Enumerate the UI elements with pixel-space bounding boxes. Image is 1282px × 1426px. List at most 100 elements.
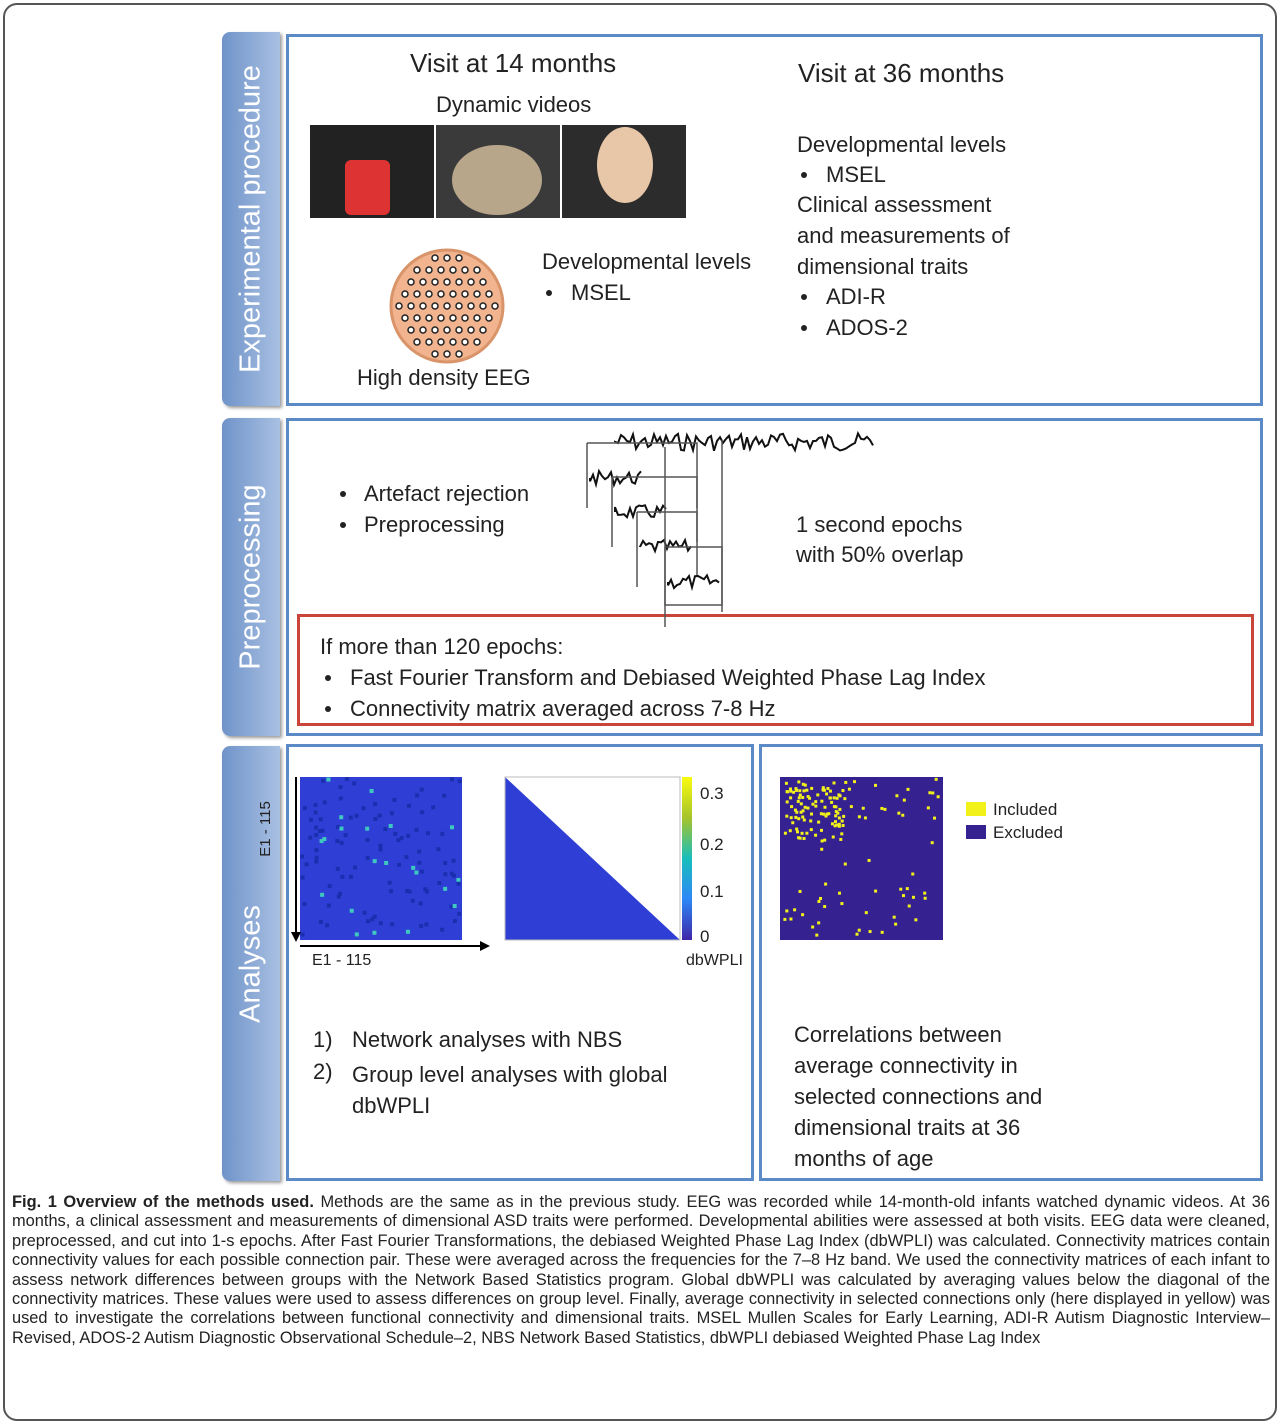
list-title: dimensional traits — [797, 254, 968, 280]
text-line: average connectivity in — [794, 1053, 1018, 1079]
matrix-cell — [850, 805, 853, 808]
matrix-cell — [792, 791, 795, 794]
bullet — [340, 522, 346, 528]
electrode — [432, 279, 438, 285]
matrix-cell — [420, 788, 424, 792]
electrode — [474, 315, 480, 321]
matrix-cell — [437, 881, 441, 885]
matrix-cell — [453, 904, 457, 908]
electrode — [450, 315, 456, 321]
electrode — [402, 315, 408, 321]
matrix-cell — [826, 813, 829, 816]
matrix-cell — [457, 912, 461, 916]
matrix-cell — [308, 836, 312, 840]
matrix-cell — [793, 908, 796, 911]
matrix-cell — [798, 796, 801, 799]
matrix-cell — [839, 794, 842, 797]
videos-label: Dynamic videos — [436, 92, 591, 118]
eeg-trace — [615, 505, 666, 517]
matrix-cell — [811, 803, 814, 806]
matrix-cell — [319, 920, 323, 924]
face — [597, 127, 653, 203]
matrix-cell — [321, 779, 325, 783]
matrix-cell — [832, 835, 835, 838]
matrix-cell — [838, 892, 841, 895]
matrix-cell — [824, 806, 827, 809]
matrix-cell — [834, 805, 837, 808]
legend-swatch — [966, 825, 986, 839]
matrix-cell — [817, 921, 820, 924]
electrode — [438, 339, 444, 345]
matrix-cell — [840, 902, 843, 905]
matrix-cell — [326, 777, 330, 781]
matrix-cell — [805, 832, 808, 835]
matrix-cell — [797, 800, 800, 803]
electrode — [456, 255, 462, 261]
eeg-label: High density EEG — [357, 365, 531, 391]
colorbar — [682, 777, 692, 940]
electrode — [480, 279, 486, 285]
electrode — [408, 327, 414, 333]
matrix-cell — [842, 824, 845, 827]
matrix-cell — [406, 834, 410, 838]
matrix-cell — [443, 872, 447, 876]
matrix-cell — [821, 839, 824, 842]
matrix-cell — [404, 855, 408, 859]
matrix-cell — [419, 924, 423, 928]
matrix-cell — [309, 818, 313, 822]
list-title: Clinical assessment — [797, 192, 991, 218]
matrix-cell — [914, 918, 917, 921]
electrode — [462, 315, 468, 321]
electrode — [444, 279, 450, 285]
matrix-cell — [373, 915, 377, 919]
matrix-cell — [406, 930, 410, 934]
matrix-cell — [390, 922, 394, 926]
matrix-cell — [303, 902, 307, 906]
matrix-cell — [450, 825, 454, 829]
condition-title: If more than 120 epochs: — [320, 634, 563, 660]
axis-arrow — [291, 932, 301, 942]
list-item: ADOS-2 — [826, 315, 908, 341]
electrode — [414, 267, 420, 273]
matrix-cell — [906, 887, 909, 890]
matrix-cell — [817, 821, 820, 824]
matrix-cell — [883, 808, 886, 811]
electrode — [426, 315, 432, 321]
matrix-cell — [816, 793, 819, 796]
matrix-cell — [417, 861, 421, 865]
electrode — [444, 303, 450, 309]
toy — [452, 145, 542, 215]
matrix-cell — [440, 832, 444, 836]
matrix-cell — [933, 817, 936, 820]
epoch-bracket — [587, 443, 697, 508]
matrix-cell — [303, 806, 307, 810]
matrix-cell — [927, 806, 930, 809]
matrix-cell — [790, 805, 793, 808]
colorbar-tick: 0 — [700, 924, 709, 950]
matrix-cell — [379, 847, 383, 851]
matrix-cell — [301, 876, 305, 880]
matrix-cell — [810, 813, 813, 816]
matrix-cell — [822, 788, 825, 791]
list-title: Developmental levels — [542, 249, 751, 275]
matrix-cell — [786, 800, 789, 803]
caption-title: Fig. 1 Overview of the methods used. — [12, 1193, 314, 1211]
matrix-cell — [349, 816, 353, 820]
electrode — [474, 267, 480, 273]
matrix — [505, 777, 680, 940]
matrix-cell — [826, 787, 829, 790]
electrode — [468, 327, 474, 333]
matrix-cell — [320, 893, 324, 897]
matrix-cell — [805, 789, 808, 792]
electrode — [438, 315, 444, 321]
matrix-cell — [935, 778, 938, 781]
electrode — [426, 267, 432, 273]
matrix-cell — [339, 815, 343, 819]
matrix-cell — [450, 872, 454, 876]
matrix-cell — [336, 867, 340, 871]
matrix-cell — [794, 809, 797, 812]
matrix-cell — [789, 829, 792, 832]
epochs-note: with 50% overlap — [796, 542, 964, 568]
electrode — [456, 351, 462, 357]
matrix-cell — [803, 837, 806, 840]
